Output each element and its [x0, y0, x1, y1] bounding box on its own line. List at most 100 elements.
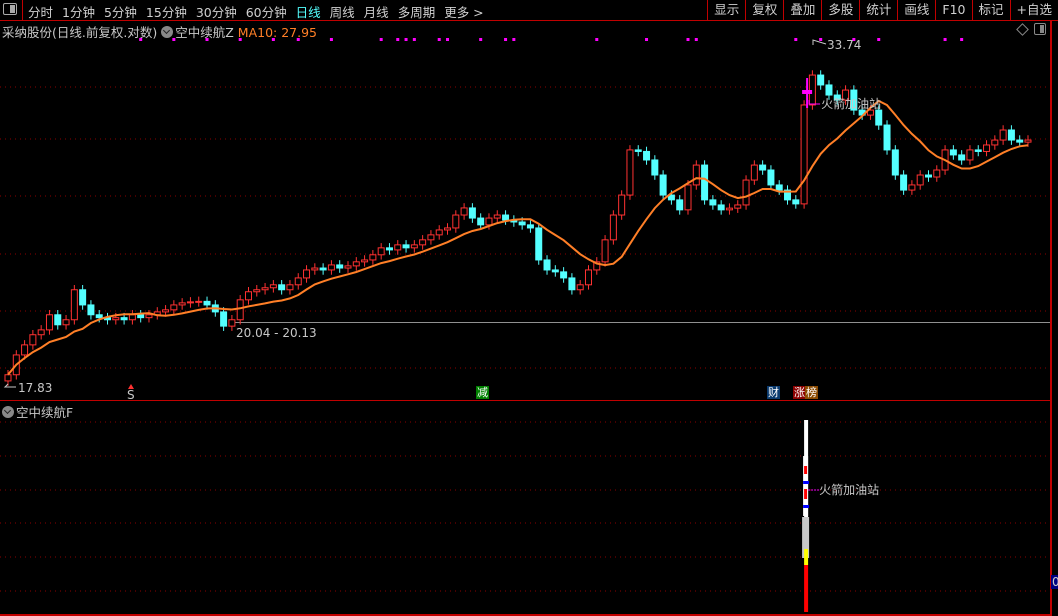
candle-up	[261, 287, 269, 291]
candle-down	[643, 150, 651, 161]
tab-period-7[interactable]: 周线	[329, 5, 355, 20]
panel-divider	[0, 400, 1050, 401]
tool-button-2[interactable]: 叠加	[783, 0, 821, 20]
indicator-name[interactable]: 空中续航Z	[175, 25, 234, 40]
candle-up	[195, 300, 203, 303]
signal-dot	[794, 38, 798, 41]
tool-button-1[interactable]: 复权	[745, 0, 783, 20]
candle-up	[435, 229, 443, 236]
panel-toggle-icon[interactable]	[1034, 23, 1046, 35]
candle-up	[966, 149, 974, 161]
tab-period-9[interactable]: 多周期	[397, 5, 436, 20]
candle-up	[70, 289, 78, 321]
tool-button-5[interactable]: 画线	[897, 0, 935, 20]
tab-period-1[interactable]: 1分钟	[62, 5, 95, 20]
candle-down	[667, 194, 675, 201]
candle-up	[178, 302, 186, 306]
signal-dot	[819, 38, 823, 41]
chevron-down-icon[interactable]	[161, 26, 174, 38]
candle-up	[352, 261, 360, 267]
candle-down	[958, 154, 966, 161]
candle-down	[701, 164, 709, 201]
candle-up	[29, 334, 37, 346]
marker-ranking[interactable]: 榜	[805, 386, 818, 399]
candle-down	[634, 149, 642, 152]
indicator-tick-blue	[803, 481, 810, 484]
candle-up	[618, 194, 626, 216]
candle-up	[750, 164, 758, 181]
signal-dot	[446, 38, 450, 41]
stock-title: 采纳股份(日线.前复权.对数)	[2, 25, 158, 40]
signal-dot	[139, 38, 143, 41]
candle-down	[949, 149, 957, 156]
tab-period-8[interactable]: 月线	[363, 5, 389, 20]
candle-up	[45, 314, 53, 331]
candle-up	[908, 184, 916, 191]
chevron-down-icon[interactable]	[2, 406, 14, 418]
candle-down	[468, 207, 476, 219]
tab-period-2[interactable]: 5分钟	[103, 5, 137, 20]
candle-down	[203, 300, 211, 306]
signal-dot	[172, 38, 176, 41]
candle-up	[460, 207, 468, 216]
candle-down	[535, 227, 543, 261]
indicator-bar-white	[803, 456, 809, 516]
tool-button-6[interactable]: F10	[935, 0, 971, 20]
candle-up	[593, 261, 601, 271]
candle-down	[95, 314, 103, 319]
panel-toggle-icon[interactable]	[3, 3, 17, 15]
rocket-marker	[802, 90, 813, 94]
tab-period-3[interactable]: 15分钟	[145, 5, 187, 20]
candle-up	[253, 289, 261, 293]
signal-dot	[404, 38, 408, 41]
signal-dot	[205, 38, 209, 41]
tool-button-7[interactable]: 标记	[971, 0, 1010, 20]
signal-dot	[645, 38, 649, 41]
signal-dot	[329, 38, 333, 41]
marker-limit-up[interactable]: 涨	[793, 386, 806, 399]
candle-down	[676, 199, 684, 211]
candle-up	[410, 244, 418, 249]
candle-up	[244, 291, 252, 301]
tool-button-8[interactable]: +自选	[1009, 0, 1058, 20]
candle-down	[560, 271, 568, 279]
tool-buttons: 显示 复权 叠加 多股 统计 画线 F10 标记 +自选	[707, 0, 1058, 20]
tab-period-6[interactable]: 日线	[295, 5, 321, 20]
tool-button-4[interactable]: 统计	[859, 0, 897, 20]
candle-down	[875, 109, 883, 126]
candle-up	[584, 269, 592, 286]
tab-period-0[interactable]: 分时	[28, 5, 54, 20]
candle-down	[568, 277, 576, 291]
candle-up	[609, 214, 617, 241]
tab-period-10[interactable]: 更多 >	[444, 5, 484, 20]
candle-down	[775, 184, 783, 191]
tool-button-3[interactable]: 多股	[821, 0, 859, 20]
tab-period-5[interactable]: 60分钟	[245, 5, 287, 20]
candle-down	[784, 189, 792, 201]
candle-down	[974, 149, 982, 152]
candle-up	[228, 319, 236, 327]
candle-down	[709, 199, 717, 206]
sub-indicator-name[interactable]: 空中续航F	[16, 405, 74, 420]
marker-reduce[interactable]: 减	[476, 386, 489, 399]
signal-dot	[686, 38, 690, 41]
tab-period-4[interactable]: 30分钟	[195, 5, 237, 20]
candle-down	[385, 247, 393, 251]
signal-dot	[595, 38, 599, 41]
candle-up	[186, 301, 194, 304]
tool-button-0[interactable]: 显示	[707, 0, 745, 20]
candle-down	[402, 244, 410, 249]
candle-up	[742, 179, 750, 206]
signal-dot	[412, 38, 416, 41]
candle-up	[294, 277, 302, 286]
candle-down	[502, 214, 510, 221]
marker-finance[interactable]: 财	[767, 386, 780, 399]
candle-down	[759, 164, 767, 171]
signal-dot	[512, 38, 516, 41]
candle-up	[493, 214, 501, 219]
candle-down	[319, 267, 327, 271]
indicator-tick-red	[804, 489, 808, 499]
buy-signal-label: S	[127, 388, 135, 402]
high-arrow-icon	[812, 39, 827, 45]
